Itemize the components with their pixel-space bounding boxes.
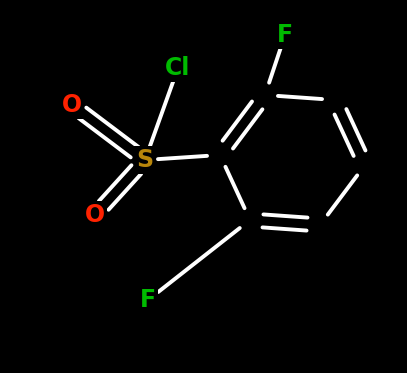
Text: O: O	[62, 93, 82, 117]
Text: F: F	[140, 288, 156, 312]
Text: F: F	[277, 23, 293, 47]
Text: S: S	[136, 148, 153, 172]
Text: Cl: Cl	[165, 56, 191, 80]
Text: O: O	[85, 203, 105, 227]
